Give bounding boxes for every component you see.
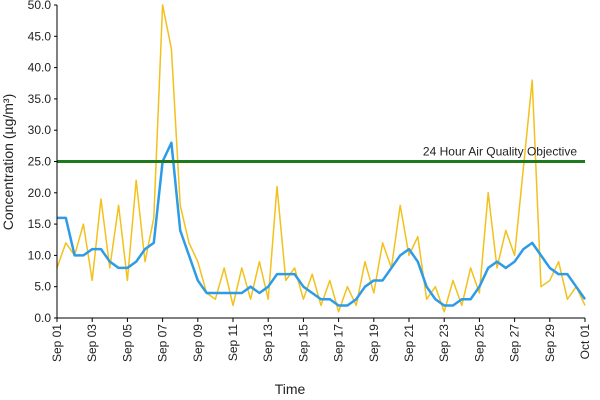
x-tick-label: Sep 01: [50, 324, 64, 362]
series-line: [56, 4, 586, 313]
x-tick-label: Sep 23: [437, 324, 451, 362]
x-tick-label: Sep 05: [120, 324, 134, 362]
x-tick-label: Sep 11: [226, 324, 240, 361]
x-tick-label: Oct 01: [578, 324, 592, 360]
x-tick-label: Sep 13: [261, 324, 275, 362]
y-tick-label: 50.0: [28, 0, 52, 12]
objective-label: 24 Hour Air Quality Objective: [423, 145, 577, 159]
y-tick-label: 0.0: [34, 311, 51, 325]
y-tick-label: 10.0: [28, 248, 52, 262]
x-axis-title: Time: [275, 381, 306, 397]
y-axis-title: Concentration (µg/m³): [0, 94, 16, 230]
x-tick-label: Sep 09: [191, 324, 205, 362]
x-tick-label: Sep 07: [156, 324, 170, 362]
x-tick-label: Sep 17: [332, 324, 346, 362]
y-tick-label: 45.0: [28, 29, 52, 43]
series-line: [57, 141, 587, 307]
x-tick-label: Sep 15: [296, 324, 310, 362]
y-tick-label: 35.0: [28, 92, 52, 106]
y-tick-label: 5.0: [34, 280, 51, 294]
x-tick-label: Sep 19: [367, 324, 381, 362]
y-tick-label: 15.0: [28, 217, 52, 231]
y-tick-label: 30.0: [28, 123, 52, 137]
x-tick-label: Sep 25: [472, 324, 486, 362]
y-tick-label: 20.0: [28, 186, 52, 200]
x-tick-label: Sep 21: [402, 324, 416, 362]
y-tick-label: 40.0: [28, 61, 52, 75]
x-tick-label: Sep 29: [543, 324, 557, 362]
x-tick-label: Sep 27: [508, 324, 522, 362]
x-tick-label: Sep 03: [85, 324, 99, 362]
y-tick-label: 25.0: [28, 155, 52, 169]
